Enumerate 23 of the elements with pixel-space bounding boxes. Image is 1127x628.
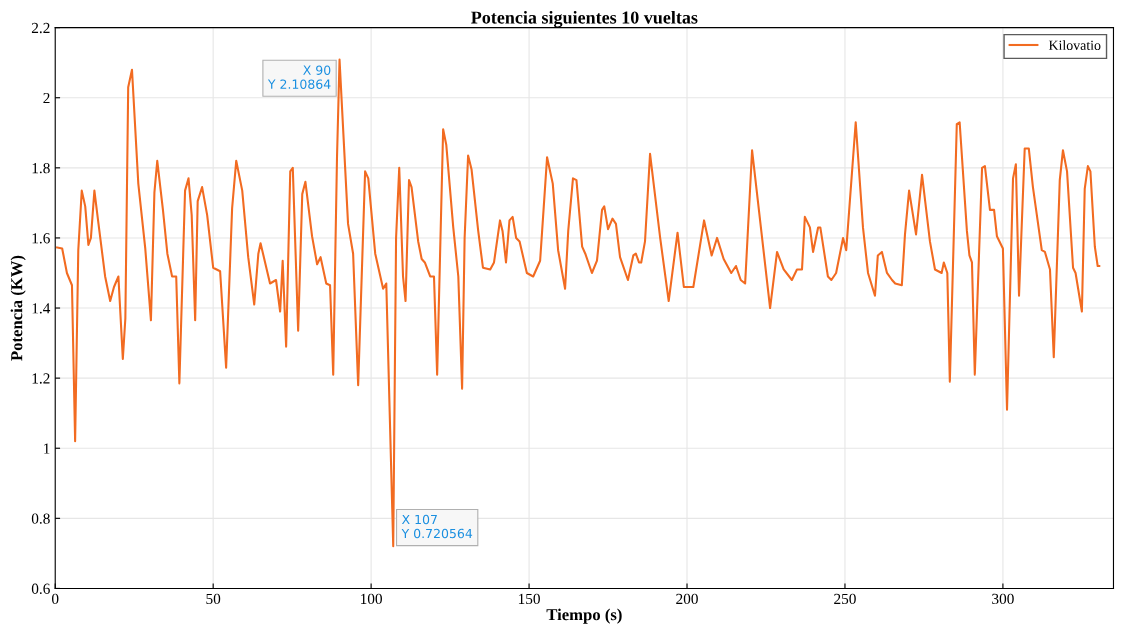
legend-label: Kilovatio [1048, 40, 1101, 50]
y-tick-label: 2 [43, 92, 50, 104]
chart-title: Potencia siguientes 10 vueltas [471, 10, 698, 28]
annotation: X 90 Y 2.10864 [267, 65, 331, 89]
x-tick-label: 250 [834, 593, 856, 605]
x-tick-label: 50 [206, 593, 221, 605]
y-tick-label: 0.8 [31, 513, 50, 524]
line-series [56, 58, 1101, 548]
x-tick-label: 0 [51, 593, 59, 605]
y-tick-label: 0.6 [31, 583, 50, 594]
y-tick-label: 1.8 [32, 162, 50, 174]
y-tick-label: 1 [44, 443, 50, 454]
x-axis-title: Tiempo (s) [546, 608, 622, 624]
y-tick-label: 1.4 [32, 303, 51, 314]
y-tick-label: 1.2 [32, 373, 50, 384]
y-axis-title: Potencia (KW) [10, 255, 26, 361]
x-tick-label: 150 [518, 593, 540, 605]
annotation: X 107 Y 0.720564 [401, 514, 473, 539]
x-tick-label: 100 [361, 593, 382, 605]
x-tick-label: 200 [676, 593, 698, 605]
y-tick-label: 2.2 [31, 22, 50, 34]
x-tick-label: 300 [992, 593, 1014, 605]
y-tick-label: 1.6 [32, 233, 50, 244]
